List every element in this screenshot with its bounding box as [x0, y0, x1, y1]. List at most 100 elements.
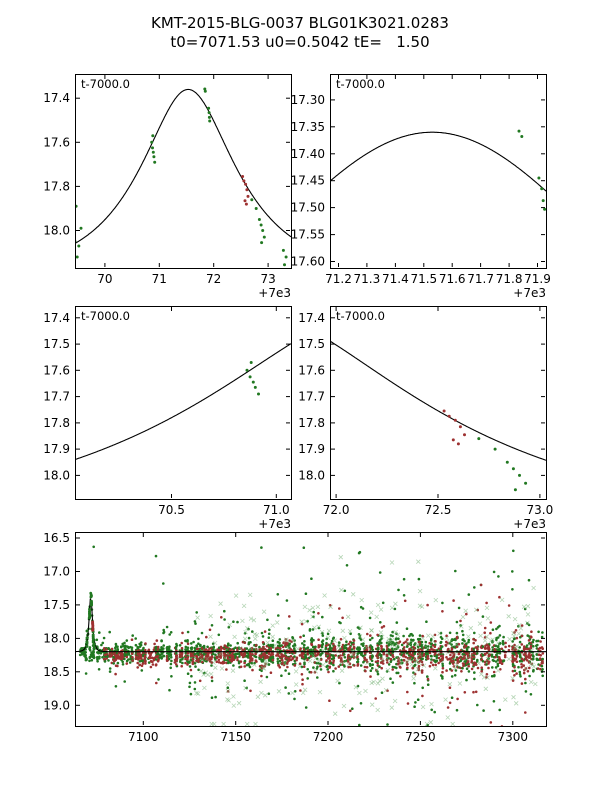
data-point — [481, 615, 485, 618]
data-point — [511, 659, 514, 663]
data-point — [374, 697, 378, 700]
data-point — [102, 636, 106, 640]
data-point-green — [151, 146, 154, 150]
data-point — [312, 610, 316, 614]
data-point — [248, 665, 252, 669]
data-point — [351, 707, 354, 710]
y-tick-label: 17.8 — [298, 416, 325, 430]
data-point — [489, 631, 492, 635]
data-point — [319, 648, 322, 652]
y-tick-label: 17.0 — [43, 565, 70, 579]
y-tick-label: 18.0 — [43, 224, 70, 238]
x-tick-label: 70.5 — [158, 503, 185, 517]
data-point — [391, 630, 394, 634]
faint-cross-point — [259, 690, 264, 696]
data-point — [162, 582, 165, 585]
data-point — [411, 657, 414, 660]
faint-cross-point — [284, 637, 289, 642]
data-point — [518, 673, 522, 676]
data-point — [105, 657, 108, 660]
data-point — [195, 656, 199, 659]
x-tick-label: 7150 — [220, 730, 251, 744]
data-point — [150, 660, 154, 664]
data-point — [214, 653, 217, 657]
data-point — [441, 675, 444, 678]
data-point — [180, 648, 184, 652]
data-point — [435, 656, 439, 659]
data-point — [276, 593, 280, 596]
data-point — [140, 664, 144, 668]
data-point — [524, 690, 528, 693]
figure-title: KMT-2015-BLG-0037 BLG01K3021.0283 — [151, 14, 449, 32]
data-point — [485, 673, 489, 676]
data-point — [128, 661, 132, 664]
faint-cross-point — [369, 702, 375, 707]
faint-cross-point — [444, 635, 449, 641]
data-point — [518, 640, 522, 644]
data-point — [389, 660, 393, 664]
data-point — [197, 637, 200, 641]
data-point — [524, 647, 527, 650]
data-point — [303, 661, 306, 664]
data-point — [275, 654, 278, 657]
data-point — [358, 550, 362, 554]
data-point-green — [92, 644, 96, 648]
data-point — [337, 665, 341, 668]
data-point — [359, 702, 363, 705]
data-point — [193, 681, 197, 684]
data-point — [467, 638, 471, 642]
faint-cross-point — [243, 685, 248, 691]
data-point — [494, 666, 498, 669]
data-point — [421, 657, 424, 660]
faint-cross-point — [420, 636, 426, 641]
data-point-green — [253, 385, 257, 389]
x-tick-label: 73.0 — [527, 503, 554, 517]
data-point — [341, 645, 344, 649]
data-point — [515, 636, 519, 640]
data-point-green — [254, 207, 258, 210]
data-point — [520, 665, 523, 669]
x-tick-label: 71.3 — [354, 272, 381, 286]
data-point-green — [240, 260, 243, 263]
data-point-red — [244, 182, 248, 186]
data-point — [470, 659, 474, 663]
data-point — [420, 669, 424, 672]
data-point — [536, 667, 540, 670]
data-point — [261, 635, 265, 638]
data-point — [479, 583, 483, 587]
data-point — [520, 634, 524, 638]
data-point — [123, 641, 126, 645]
faint-cross-point — [411, 676, 416, 681]
faint-cross-point — [481, 675, 487, 680]
data-point — [280, 674, 283, 677]
data-point-green — [85, 629, 89, 633]
y-tick-label: 17.7 — [298, 390, 325, 404]
faint-cross-point — [510, 676, 515, 681]
y-tick-label: 17.6 — [43, 363, 70, 377]
data-point — [169, 666, 172, 670]
data-point — [186, 658, 189, 661]
data-point — [365, 665, 369, 669]
data-point — [260, 631, 264, 635]
data-point — [465, 667, 469, 670]
y-tick-label: 17.8 — [43, 416, 70, 430]
data-point — [405, 651, 409, 655]
data-point — [473, 631, 476, 635]
data-point — [265, 675, 269, 679]
data-point — [513, 666, 516, 669]
faint-cross-point — [345, 614, 351, 620]
data-point — [284, 686, 287, 689]
data-point — [140, 641, 143, 644]
faint-cross-point — [392, 698, 398, 704]
data-point — [136, 661, 139, 665]
data-point — [198, 679, 202, 683]
data-point — [144, 660, 147, 663]
faint-cross-point — [533, 681, 538, 687]
faint-cross-point — [368, 610, 374, 615]
data-point — [520, 682, 524, 685]
data-point — [450, 696, 454, 699]
y-tick-label: 17.35 — [291, 120, 325, 134]
data-point — [528, 642, 531, 645]
faint-cross-point — [389, 605, 395, 611]
y-tick-label: 17.4 — [298, 311, 325, 325]
